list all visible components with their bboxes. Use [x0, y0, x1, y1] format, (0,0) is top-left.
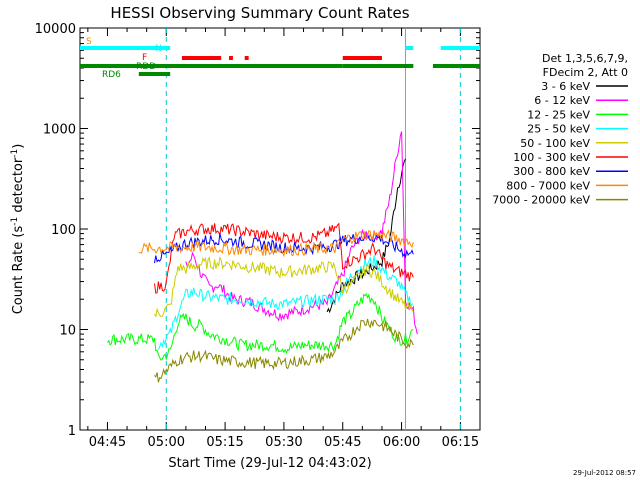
- y-tick-label: 1: [68, 424, 76, 439]
- x-axis-title: Start Time (29-Jul-12 04:43:02): [168, 456, 371, 471]
- series-line-800-7000-kev: [138, 229, 414, 258]
- y-tick-label: 100: [51, 223, 76, 238]
- legend-label: 800 - 7000 keV: [506, 179, 590, 192]
- legend-label: 300 - 800 keV: [513, 165, 590, 178]
- legend-label: 25 - 50 keV: [527, 123, 590, 136]
- x-tick-label: 05:15: [206, 435, 243, 450]
- y-tick-label: 1000: [43, 123, 76, 138]
- series-line-25-50-kev: [157, 255, 414, 350]
- x-tick-label: 05:30: [265, 435, 302, 450]
- plot-frame: [79, 27, 481, 431]
- flag-label-n: N: [155, 44, 162, 54]
- time-markers: [165, 28, 461, 430]
- series-line-12-25-kev: [107, 292, 414, 361]
- x-tick-label: 05:45: [324, 435, 361, 450]
- legend-label: 12 - 25 keV: [527, 108, 590, 121]
- legend: Det 1,3,5,6,7,9, FDecim 2, Att 0 3 - 6 k…: [492, 52, 628, 207]
- series-line-100-300-kev: [154, 222, 414, 294]
- y-tick-label: 10: [59, 324, 76, 339]
- series-line-300-800-kev: [154, 232, 414, 264]
- legend-header-line1: Det 1,3,5,6,7,9,: [542, 52, 628, 65]
- y-axis-title-end: ): [11, 144, 26, 149]
- flag-label-rd6: RD6: [102, 70, 121, 80]
- flag-label-s: S: [86, 37, 92, 47]
- footer-date: 29-Jul-2012 08:57: [573, 469, 636, 477]
- y-axis-title-sup1: -1: [10, 217, 20, 226]
- y-axis-title: Count Rate (s-1 detector-1): [10, 144, 26, 315]
- legend-label: 3 - 6 keV: [541, 80, 590, 93]
- flag-label-f: F: [142, 53, 147, 63]
- x-axis: 04:45 05:00 05:15 05:30 05:45 06:00 06:15: [87, 28, 481, 450]
- x-tick-label: 05:00: [148, 435, 185, 450]
- y-axis-title-mid: detector: [11, 157, 26, 217]
- legend-label: 50 - 100 keV: [520, 137, 590, 150]
- series-line-50-100-kev: [154, 256, 414, 318]
- count-rate-series: [107, 131, 418, 383]
- series-line-6-12-kev: [185, 131, 418, 335]
- y-tick-label: 10000: [35, 22, 76, 37]
- y-axis-title-main: Count Rate (s: [11, 226, 26, 315]
- legend-label: 7000 - 20000 keV: [492, 194, 590, 207]
- x-tick-label: 06:15: [442, 435, 479, 450]
- y-axis: 1 10 100 1000 10000: [35, 22, 480, 439]
- x-tick-label: 04:45: [89, 435, 126, 450]
- plot-area: 1 10 100 1000 10000 04:45 05:00 05:15 05:30 05:4…: [35, 22, 481, 450]
- legend-label: 100 - 300 keV: [513, 151, 590, 164]
- x-tick-label: 06:00: [383, 435, 420, 450]
- series-line-7000-20000-kev: [154, 318, 414, 383]
- chart-title: HESSI Observing Summary Count Rates: [110, 4, 409, 22]
- flag-label-rdd: RDD: [136, 62, 156, 72]
- legend-label: 6 - 12 keV: [534, 94, 590, 107]
- legend-header-line2: FDecim 2, Att 0: [543, 66, 628, 79]
- y-axis-title-sup2: -1: [10, 149, 20, 158]
